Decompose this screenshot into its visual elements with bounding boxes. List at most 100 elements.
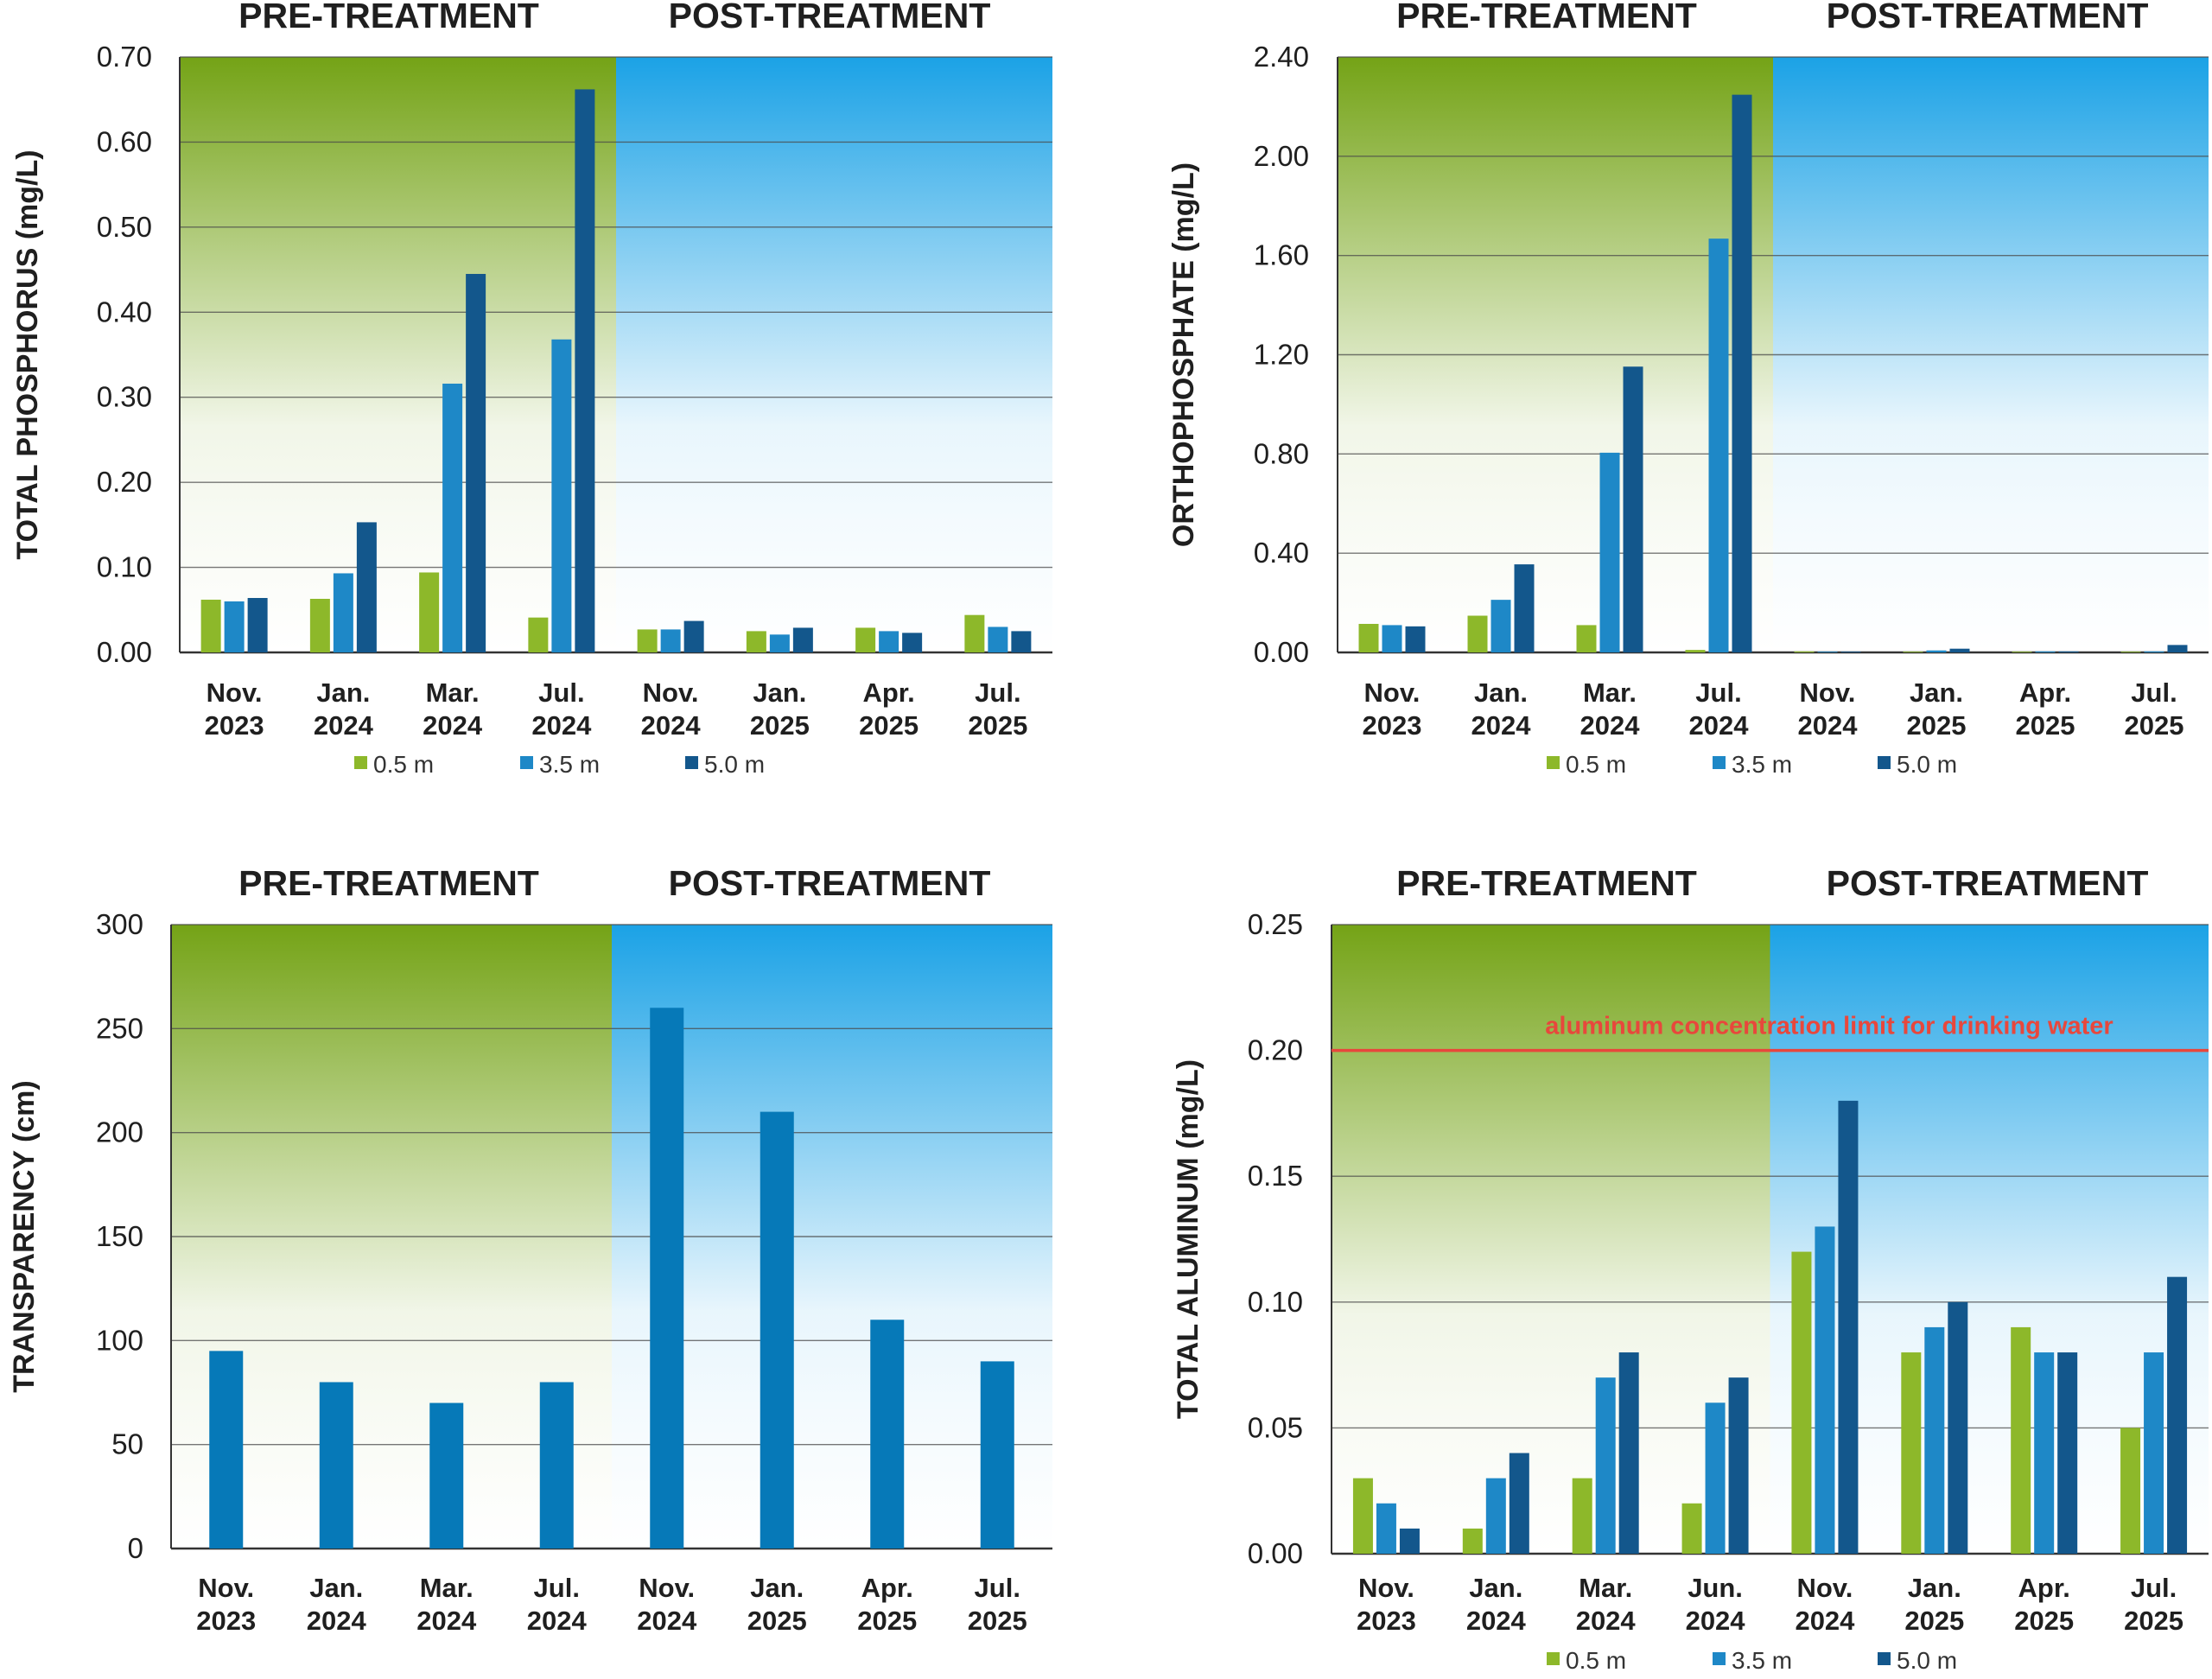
x-tick-month: Jan.	[316, 677, 370, 708]
bar-4	[650, 1008, 684, 1549]
bar-0-5-m-1	[1467, 615, 1488, 652]
bar-3-5-m-4	[660, 629, 681, 652]
bar-5-0-m-3	[1732, 94, 1752, 653]
legend-label: 3.5 m	[539, 751, 600, 778]
x-tick-month: Jan.	[750, 1573, 804, 1603]
x-tick-year: 2024	[1795, 1606, 1855, 1636]
y-tick-label: 0.25	[1248, 908, 1303, 940]
x-tick-month: Jul.	[1695, 677, 1741, 708]
chart-panel-bottom-left: 0 50 100 150 200 250 300 TRANSPARENCY (cm) PRE-T…	[8, 863, 1052, 1636]
legend-swatch	[1878, 756, 1891, 769]
x-tick-month: Mar.	[426, 677, 480, 708]
x-tick-year: 2024	[423, 710, 483, 741]
bar-3-5-m-3	[551, 339, 572, 652]
bar-0-5-m-0	[1358, 623, 1379, 652]
bar-5-0-m-1	[1509, 1453, 1529, 1554]
legend-swatch	[1547, 756, 1560, 769]
x-tick-month: Nov.	[1796, 1573, 1853, 1603]
legend-label: 5.0 m	[704, 751, 765, 778]
x-tick-month: Nov.	[1364, 677, 1421, 708]
y-axis-label: TRANSPARENCY (cm)	[8, 1080, 41, 1392]
x-tick-year: 2025	[1907, 710, 1967, 741]
x-tick-month: Apr.	[2018, 1573, 2070, 1603]
y-tick-label: 1.60	[1254, 239, 1309, 271]
y-tick-label: 0.00	[97, 636, 152, 668]
bar-0-5-m-2	[1572, 1478, 1592, 1554]
bar-3-5-m-5	[769, 634, 790, 652]
y-tick-label: 100	[96, 1324, 143, 1356]
bar-3	[539, 1382, 574, 1549]
bar-0-5-m-3	[528, 617, 549, 652]
bar-7	[980, 1361, 1014, 1549]
y-tick-label: 0.20	[1248, 1034, 1303, 1066]
x-tick-year: 2024	[1686, 1606, 1746, 1636]
bar-6	[870, 1320, 905, 1549]
y-tick-label: 300	[96, 908, 143, 940]
bar-0-5-m-1	[309, 598, 330, 652]
bar-3-5-m-1	[333, 573, 353, 652]
chart-panel-bottom-right: 0.00 0.05 0.10 0.15 0.20 0.25 TOTAL ALUMINUM (…	[1172, 863, 2209, 1674]
x-tick-year: 2024	[1580, 710, 1641, 741]
bar-5-0-m-6	[902, 633, 923, 652]
x-tick-year: 2025	[2124, 1606, 2183, 1636]
bar-3-5-m-1	[1491, 600, 1511, 652]
x-tick-month: Jul.	[538, 677, 584, 708]
bar-0-5-m-4	[1791, 1251, 1812, 1554]
chart-panel-top-right: 0.00 0.40 0.80 1.20 1.60 2.00 2.40 ORTHOPHOSPHA…	[1167, 0, 2209, 778]
x-tick-month: Jan.	[1474, 677, 1528, 708]
legend-label: 0.5 m	[1566, 751, 1626, 778]
bar-0-5-m-6	[2011, 1326, 2031, 1554]
bar-0	[209, 1351, 244, 1549]
bar-0-5-m-5	[1901, 1352, 1922, 1554]
bar-3-5-m-6	[2034, 1352, 2055, 1554]
legend-label: 3.5 m	[1732, 751, 1792, 778]
bar-3-5-m-2	[1595, 1377, 1616, 1554]
bar-5-0-m-2	[1623, 366, 1643, 652]
y-tick-label: 0.00	[1254, 636, 1309, 668]
x-tick-year: 2024	[641, 710, 702, 741]
bar-3-5-m-3	[1708, 238, 1729, 652]
bar-5-0-m-0	[247, 598, 268, 652]
x-tick-month: Nov.	[639, 1573, 695, 1603]
bar-5-0-m-4	[683, 620, 704, 652]
x-tick-year: 2024	[1576, 1606, 1637, 1636]
bar-0-5-m-3	[1681, 1503, 1702, 1554]
bar-3-5-m-4	[1815, 1226, 1835, 1554]
bar-0-5-m-2	[419, 572, 440, 652]
post-treatment-header: POST-TREATMENT	[669, 863, 991, 903]
y-tick-label: 2.40	[1254, 41, 1309, 73]
x-tick-year: 2023	[1357, 1606, 1416, 1636]
x-tick-year: 2024	[1466, 1606, 1527, 1636]
x-tick-month: Jul.	[975, 677, 1020, 708]
y-tick-label: 1.20	[1254, 339, 1309, 371]
bar-3-5-m-2	[442, 383, 463, 652]
y-tick-label: 0.40	[1254, 537, 1309, 569]
x-tick-month: Jul.	[2131, 677, 2177, 708]
legend-label: 3.5 m	[1732, 1647, 1792, 1674]
x-tick-year: 2025	[747, 1606, 807, 1636]
post-treatment-header: POST-TREATMENT	[1827, 863, 2149, 903]
bar-3-5-m-5	[1926, 650, 1947, 652]
x-tick-year: 2024	[1689, 710, 1750, 741]
y-tick-label: 0.50	[97, 211, 152, 243]
bar-3-5-m-0	[224, 601, 245, 652]
x-tick-year: 2025	[968, 710, 1027, 741]
x-tick-month: Nov.	[1800, 677, 1856, 708]
bar-5-0-m-3	[1728, 1377, 1749, 1554]
bar-3-5-m-0	[1376, 1503, 1396, 1554]
bar-5-0-m-2	[1618, 1352, 1639, 1554]
x-tick-month: Jun.	[1688, 1573, 1743, 1603]
x-tick-month: Jul.	[2131, 1573, 2177, 1603]
legend-label: 0.5 m	[373, 751, 434, 778]
x-tick-month: Nov.	[643, 677, 699, 708]
bar-0-5-m-5	[746, 631, 766, 652]
x-tick-year: 2024	[1471, 710, 1532, 741]
x-tick-year: 2024	[416, 1606, 477, 1636]
bar-3-5-m-0	[1382, 625, 1402, 652]
bar-5-0-m-7	[1011, 631, 1032, 652]
x-tick-month: Jan.	[1469, 1573, 1522, 1603]
bar-0-5-m-4	[637, 629, 658, 652]
bar-5-0-m-5	[792, 627, 813, 652]
x-tick-month: Apr.	[862, 677, 914, 708]
x-tick-month: Mar.	[1579, 1573, 1632, 1603]
